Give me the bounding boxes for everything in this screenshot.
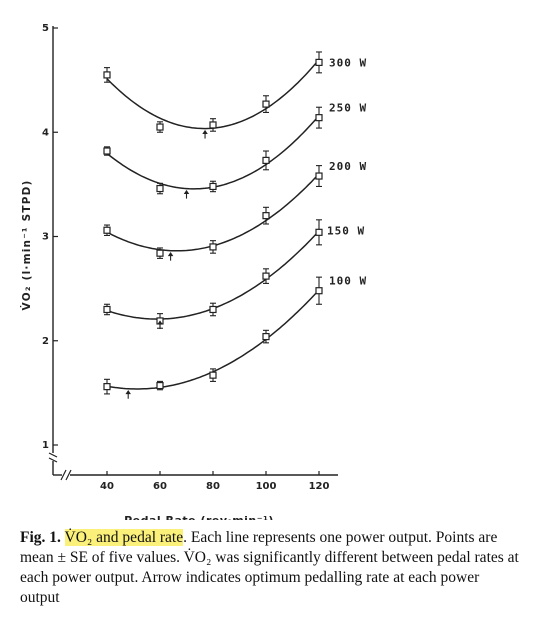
caption-highlight: V̇O₂ and pedal rate (64, 529, 184, 546)
x-tick-label: 80 (206, 481, 220, 492)
data-point (315, 228, 323, 236)
x-tick-label: 100 (256, 481, 277, 492)
data-point (209, 243, 217, 251)
data-point (262, 332, 270, 341)
data-point (156, 184, 164, 193)
chart: 1 2 3 4 5 40 60 80 100 120 Pedal Rate (rev·min⁻¹) V… (20, 23, 367, 520)
data-point (103, 305, 111, 314)
data-point (103, 71, 111, 79)
data-point (103, 383, 111, 391)
data-point (156, 381, 164, 390)
optimum-arrowhead (202, 129, 208, 134)
series-label: 300 W (329, 56, 367, 69)
optimum-arrowhead (167, 251, 174, 257)
data-point (209, 371, 217, 379)
y-axis-break-mark (48, 457, 58, 463)
y-tick-label: 2 (42, 336, 49, 347)
data-point (209, 121, 217, 129)
y-axis-break-mark (48, 452, 58, 458)
data-point (262, 100, 270, 108)
y-axis-title: V̇O₂ (l·min⁻¹ STPD) (20, 179, 33, 310)
optimum-arrowhead (183, 189, 190, 195)
series-label: 200 W (329, 160, 367, 173)
y-tick-label: 3 (42, 232, 49, 243)
x-axis-break-mark (60, 469, 67, 481)
caption-fig-label: Fig. 1. (20, 529, 61, 546)
optimum-arrowhead (125, 390, 131, 395)
x-axis-break-mark (65, 469, 72, 481)
y-tick-label: 4 (42, 127, 49, 138)
x-axis-title: Pedal Rate (rev·min⁻¹) (124, 514, 274, 520)
y-tick-label: 1 (42, 440, 49, 451)
data-point (209, 305, 217, 314)
series-label: 150 W (327, 224, 365, 237)
series-label: 250 W (329, 102, 367, 115)
data-point (209, 182, 217, 191)
caption-text: . Each line represents one power output.… (20, 529, 519, 606)
x-tick-label: 40 (100, 481, 114, 492)
x-tick-label: 120 (309, 481, 330, 492)
data-point (315, 58, 323, 67)
data-point (103, 226, 111, 234)
series-label: 100 W (329, 275, 367, 288)
y-tick-label: 5 (42, 23, 49, 34)
data-point (156, 249, 164, 257)
data-point (103, 147, 111, 155)
data-point (262, 156, 270, 164)
data-point (315, 287, 323, 295)
data-point (315, 114, 323, 122)
x-tick-label: 60 (153, 481, 167, 492)
optimum-arrowhead (157, 320, 163, 325)
data-point (262, 272, 270, 280)
figure-caption: Fig. 1. V̇O₂ and pedal rate. Each line r… (20, 528, 520, 608)
data-point (262, 212, 270, 220)
data-point (315, 172, 323, 180)
data-point (156, 123, 164, 131)
